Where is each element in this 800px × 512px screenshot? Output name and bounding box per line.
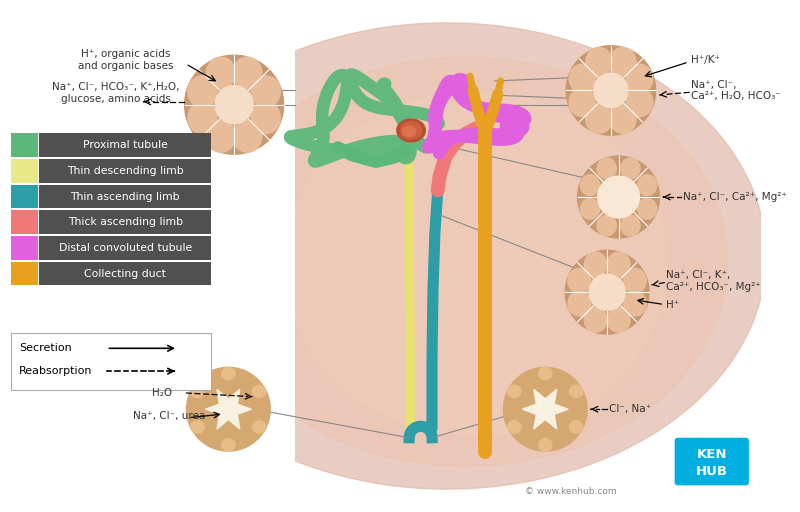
- Ellipse shape: [584, 308, 607, 332]
- Text: H⁺/K⁺: H⁺/K⁺: [691, 55, 720, 65]
- Text: Distal convoluted tubule: Distal convoluted tubule: [58, 243, 192, 253]
- Circle shape: [503, 367, 587, 451]
- Circle shape: [186, 367, 270, 451]
- FancyBboxPatch shape: [11, 210, 38, 234]
- FancyBboxPatch shape: [11, 262, 38, 286]
- Circle shape: [594, 73, 628, 108]
- Text: Reabsorption: Reabsorption: [19, 366, 93, 376]
- FancyBboxPatch shape: [11, 185, 38, 208]
- Text: Cl⁻, Na⁺: Cl⁻, Na⁺: [609, 404, 651, 414]
- Ellipse shape: [638, 199, 657, 219]
- Ellipse shape: [251, 76, 280, 108]
- Ellipse shape: [586, 48, 612, 76]
- Ellipse shape: [253, 421, 266, 433]
- Polygon shape: [522, 390, 568, 429]
- Text: Proximal tubule: Proximal tubule: [82, 140, 167, 150]
- Text: © www.kenhub.com: © www.kenhub.com: [525, 487, 617, 497]
- Ellipse shape: [607, 252, 630, 277]
- Ellipse shape: [570, 421, 582, 433]
- FancyBboxPatch shape: [39, 262, 211, 286]
- Ellipse shape: [580, 175, 599, 196]
- FancyBboxPatch shape: [11, 333, 211, 390]
- FancyBboxPatch shape: [39, 236, 211, 260]
- Ellipse shape: [626, 88, 653, 117]
- Text: Secretion: Secretion: [19, 344, 72, 353]
- Ellipse shape: [623, 268, 646, 293]
- Ellipse shape: [638, 175, 657, 196]
- Ellipse shape: [568, 268, 591, 293]
- Circle shape: [589, 274, 625, 310]
- Text: H⁺, organic acids
and organic bases: H⁺, organic acids and organic bases: [78, 49, 174, 71]
- Circle shape: [578, 156, 659, 238]
- Circle shape: [566, 46, 656, 135]
- Ellipse shape: [597, 158, 616, 179]
- Circle shape: [566, 250, 649, 334]
- Ellipse shape: [233, 120, 262, 152]
- Text: Thick ascending limb: Thick ascending limb: [67, 217, 182, 227]
- Ellipse shape: [610, 48, 636, 76]
- Ellipse shape: [401, 122, 422, 139]
- Ellipse shape: [538, 439, 552, 451]
- Ellipse shape: [508, 421, 521, 433]
- Text: Na⁺, Cl⁻, K⁺,
Ca²⁺, HCO₃⁻, Mg²⁺: Na⁺, Cl⁻, K⁺, Ca²⁺, HCO₃⁻, Mg²⁺: [666, 270, 761, 291]
- Ellipse shape: [623, 291, 646, 316]
- Ellipse shape: [621, 215, 640, 236]
- FancyBboxPatch shape: [11, 159, 38, 183]
- Ellipse shape: [251, 102, 280, 134]
- Ellipse shape: [597, 215, 616, 236]
- Text: HUB: HUB: [696, 464, 728, 478]
- Ellipse shape: [569, 88, 595, 117]
- Ellipse shape: [538, 368, 552, 380]
- Ellipse shape: [233, 57, 262, 89]
- FancyBboxPatch shape: [0, 12, 295, 500]
- FancyBboxPatch shape: [39, 133, 211, 157]
- Text: H⁺: H⁺: [666, 300, 679, 310]
- Ellipse shape: [206, 120, 235, 152]
- Text: KEN: KEN: [697, 449, 727, 461]
- Ellipse shape: [626, 64, 653, 93]
- FancyBboxPatch shape: [39, 159, 211, 183]
- Ellipse shape: [402, 126, 416, 137]
- Text: Collecting duct: Collecting duct: [84, 269, 166, 279]
- Text: H₂O: H₂O: [152, 388, 172, 398]
- Text: Na⁺, Cl⁻,
Ca²⁺, H₂O, HCO₃⁻: Na⁺, Cl⁻, Ca²⁺, H₂O, HCO₃⁻: [691, 80, 781, 101]
- Ellipse shape: [253, 385, 266, 398]
- Ellipse shape: [397, 119, 426, 142]
- Ellipse shape: [584, 252, 607, 277]
- Ellipse shape: [191, 421, 204, 433]
- Ellipse shape: [206, 57, 235, 89]
- Ellipse shape: [286, 92, 666, 435]
- Ellipse shape: [621, 158, 640, 179]
- Ellipse shape: [607, 308, 630, 332]
- Ellipse shape: [188, 76, 217, 108]
- FancyBboxPatch shape: [11, 133, 38, 157]
- Ellipse shape: [586, 104, 612, 133]
- FancyBboxPatch shape: [39, 210, 211, 234]
- Text: Thin ascending limb: Thin ascending limb: [70, 191, 180, 202]
- Ellipse shape: [191, 385, 204, 398]
- Text: Na⁺, Cl⁻, urea: Na⁺, Cl⁻, urea: [134, 411, 206, 421]
- Ellipse shape: [580, 199, 599, 219]
- Circle shape: [215, 86, 253, 124]
- Circle shape: [185, 55, 283, 154]
- Text: Na⁺, Cl⁻, Ca²⁺, Mg²⁺: Na⁺, Cl⁻, Ca²⁺, Mg²⁺: [683, 192, 787, 202]
- Text: Thin descending limb: Thin descending limb: [66, 166, 183, 176]
- Ellipse shape: [188, 102, 217, 134]
- Ellipse shape: [569, 64, 595, 93]
- FancyBboxPatch shape: [674, 438, 749, 485]
- Ellipse shape: [508, 385, 521, 398]
- Polygon shape: [206, 390, 251, 429]
- Ellipse shape: [570, 385, 582, 398]
- Ellipse shape: [610, 104, 636, 133]
- Ellipse shape: [222, 368, 235, 380]
- FancyBboxPatch shape: [11, 236, 38, 260]
- Ellipse shape: [205, 57, 728, 466]
- Ellipse shape: [222, 439, 235, 451]
- Ellipse shape: [129, 23, 766, 489]
- FancyBboxPatch shape: [39, 185, 211, 208]
- Text: Na⁺, Cl⁻, HCO₃⁻, K⁺,H₂O,
glucose, amino acids: Na⁺, Cl⁻, HCO₃⁻, K⁺,H₂O, glucose, amino …: [52, 82, 180, 104]
- Circle shape: [598, 176, 639, 218]
- Ellipse shape: [568, 291, 591, 316]
